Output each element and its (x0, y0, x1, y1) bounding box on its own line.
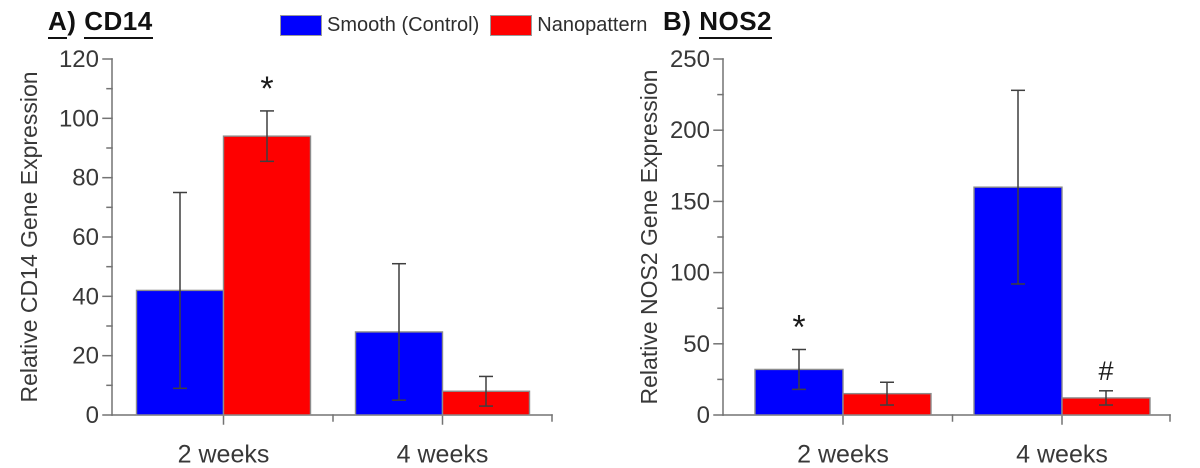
b-x-category-label: 2 weeks (797, 441, 889, 468)
b-x-category-label: 4 weeks (1016, 441, 1108, 468)
a-bar-nanopattern-2-weeks (222, 135, 312, 416)
a-y-axis-title: Relative CD14 Gene Expression (16, 71, 42, 402)
a-y-tick-label: 0 (86, 402, 99, 429)
panel-a-paren: ) (67, 6, 77, 36)
a-y-tick-label: 100 (59, 105, 99, 132)
legend-label-nanopattern: Nanopattern (537, 14, 648, 36)
b-significance-marker: * (792, 308, 805, 346)
b-y-tick-label: 0 (697, 402, 710, 429)
b-y-axis-title: Relative NOS2 Gene Expression (636, 70, 662, 405)
b-y-tick-label: 150 (670, 188, 710, 215)
panel-a-title: A) CD14 (48, 6, 153, 39)
panel-b-letter: B (663, 6, 683, 36)
b-y-tick-label: 100 (670, 260, 710, 287)
a-x-category-label: 2 weeks (178, 441, 270, 468)
panel-b-paren: ) (682, 6, 692, 36)
legend-swatch-nanopattern (490, 15, 533, 36)
panel-b-title: B) NOS2 (663, 6, 772, 39)
b-y-tick-label: 50 (683, 331, 710, 358)
panel-b-gene: NOS2 (699, 6, 772, 39)
a-y-tick-label: 120 (59, 46, 99, 73)
a-x-category-label: 4 weeks (397, 441, 489, 468)
panel-a-letter: A (48, 6, 68, 39)
a-significance-marker: * (260, 70, 273, 108)
panel-a-gene: CD14 (84, 6, 153, 39)
b-y-tick-label: 200 (670, 117, 710, 144)
legend-swatch-smooth (280, 15, 322, 36)
b-significance-marker: # (1098, 356, 1113, 386)
legend-label-smooth: Smooth (Control) (327, 14, 480, 36)
a-y-tick-label: 20 (72, 343, 99, 370)
legend: Smooth (Control) Nanopattern (280, 14, 653, 37)
a-y-tick-label: 40 (72, 283, 99, 310)
a-y-tick-label: 60 (72, 224, 99, 251)
a-y-tick-label: 80 (72, 165, 99, 192)
b-y-tick-label: 250 (670, 46, 710, 73)
